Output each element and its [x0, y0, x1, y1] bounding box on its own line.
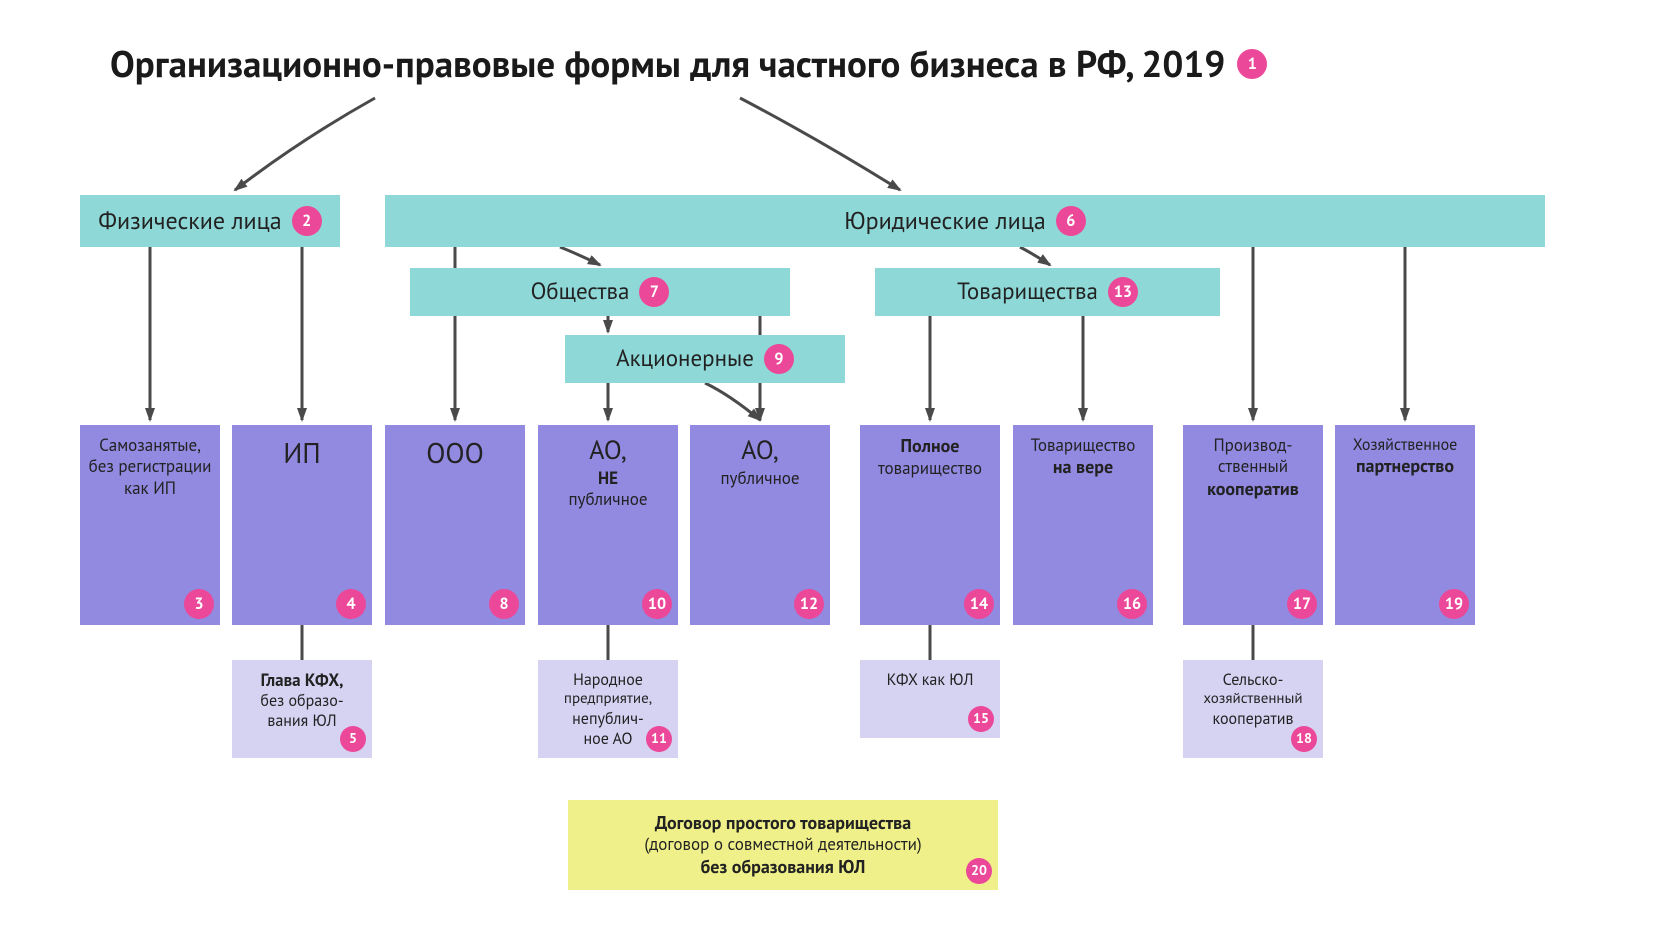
page-title: Организационно-правовые формы для частно… — [110, 40, 1267, 88]
title-badge: 1 — [1237, 49, 1267, 79]
node-line: непублич- — [572, 709, 644, 729]
node-n20: Договор простого товарищества(договор о … — [568, 800, 998, 890]
node-line: партнерство — [1356, 455, 1454, 478]
badge-3: 3 — [184, 589, 214, 619]
node-line: предприятие, — [564, 690, 652, 709]
node-n7: Общества 7 — [410, 268, 790, 316]
node-line: хозяйственный — [1203, 690, 1302, 709]
badge-20: 20 — [966, 858, 992, 884]
node-label: Общества — [531, 278, 630, 307]
node-line: без образования ЮЛ — [701, 856, 866, 879]
badge-7: 7 — [639, 277, 669, 307]
node-line: Народное — [573, 670, 643, 690]
node-line: вания ЮЛ — [267, 711, 336, 731]
badge-11: 11 — [646, 726, 672, 752]
node-label: Товарищества — [957, 278, 1098, 307]
node-line: ственный — [1218, 456, 1288, 477]
node-line: Товарищество — [1031, 435, 1136, 456]
arrow — [1020, 247, 1050, 265]
node-label: Физические лица — [98, 206, 281, 236]
node-line: Договор простого товарищества — [655, 812, 911, 835]
node-n19: Хозяйственноепартнерство 19 — [1335, 425, 1475, 625]
node-line: КФХ как ЮЛ — [887, 670, 974, 690]
node-line: Сельско- — [1223, 670, 1284, 690]
arrow — [705, 383, 760, 420]
node-n15: КФХ как ЮЛ 15 — [860, 660, 1000, 738]
node-n13: Товарищества 13 — [875, 268, 1220, 316]
node-line: Производ- — [1213, 435, 1292, 456]
node-line: товарищество — [878, 458, 982, 479]
badge-18: 18 — [1291, 726, 1317, 752]
node-line: Хозяйственное — [1353, 435, 1458, 455]
node-n11: Народноепредприятие,непублич-ное АО 11 — [538, 660, 678, 758]
node-line: АО, — [741, 435, 778, 468]
badge-5: 5 — [340, 726, 366, 752]
node-n4: ИП 4 — [232, 425, 372, 625]
node-n3: Самозанятые, без регистрации как ИП 3 — [80, 425, 220, 625]
badge-8: 8 — [489, 589, 519, 619]
node-line: публичное — [720, 468, 799, 489]
node-line: АО, — [589, 435, 626, 468]
badge-10: 10 — [642, 589, 672, 619]
node-n9: Акционерные 9 — [565, 335, 845, 383]
node-n8: ООО 8 — [385, 425, 525, 625]
badge-14: 14 — [964, 589, 994, 619]
node-line: на вере — [1053, 456, 1113, 479]
node-n10: АО, НЕпубличное 10 — [538, 425, 678, 625]
badge-15: 15 — [968, 706, 994, 732]
node-line: ИП — [283, 435, 321, 470]
diagram-stage: Организационно-правовые формы для частно… — [0, 0, 1680, 945]
node-n16: Товариществона вере 16 — [1013, 425, 1153, 625]
page-title-text: Организационно-правовые формы для частно… — [110, 40, 1225, 88]
node-line: Глава КФХ, — [261, 670, 344, 691]
node-line: ООО — [426, 435, 483, 470]
badge-2: 2 — [292, 206, 322, 236]
node-n18: Сельско-хозяйственныйкооператив18 — [1183, 660, 1323, 758]
node-n14: Полноетоварищество 14 — [860, 425, 1000, 625]
arrow — [560, 247, 600, 265]
node-line: без образо- — [260, 691, 343, 711]
node-n2: Физические лица 2 — [80, 195, 340, 247]
node-line: ное АО — [583, 729, 632, 749]
badge-12: 12 — [794, 589, 824, 619]
node-line: публичное — [568, 489, 647, 510]
arrow — [235, 98, 375, 190]
node-line: кооператив — [1213, 709, 1294, 729]
node-n12: АО, публичное 12 — [690, 425, 830, 625]
node-line: НЕ — [598, 468, 618, 489]
badge-16: 16 — [1117, 589, 1147, 619]
badge-6: 6 — [1056, 206, 1086, 236]
badge-13: 13 — [1108, 277, 1138, 307]
node-n5: Глава КФХ,без образо-вания ЮЛ5 — [232, 660, 372, 758]
badge-4: 4 — [336, 589, 366, 619]
node-label: Акционерные — [616, 345, 754, 374]
node-label: Юридические лица — [844, 206, 1046, 236]
arrow — [740, 98, 900, 190]
node-line: Полное — [901, 435, 960, 458]
node-n6: Юридические лица 6 — [385, 195, 1545, 247]
badge-19: 19 — [1439, 589, 1469, 619]
node-line: кооператив — [1207, 478, 1299, 501]
node-n17: Производ-ственныйкооператив 17 — [1183, 425, 1323, 625]
badge-17: 17 — [1287, 589, 1317, 619]
node-line: (договор о совместной деятельности) — [644, 834, 921, 855]
badge-9: 9 — [764, 344, 794, 374]
node-line: Самозанятые, без регистрации как ИП — [88, 435, 212, 499]
